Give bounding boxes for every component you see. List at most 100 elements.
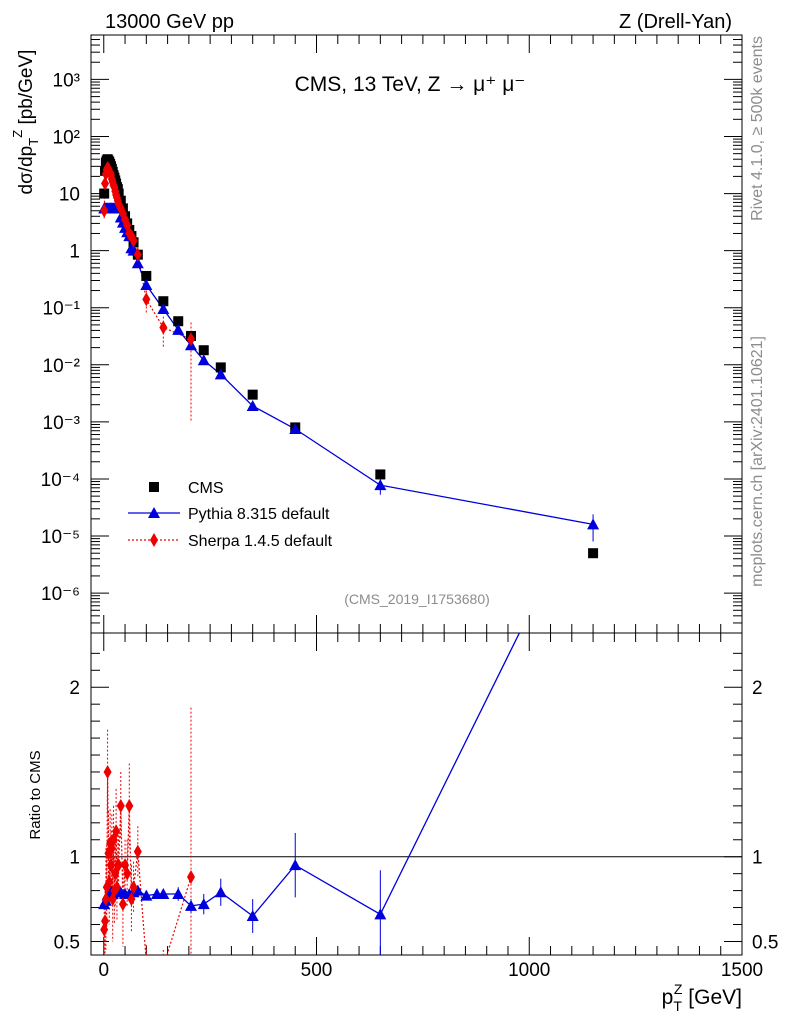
header-left: 13000 GeV pp [105, 11, 234, 33]
ratio-sherpa-point [123, 866, 132, 881]
pythia-point [197, 354, 210, 366]
ratio-sherpa-point [114, 858, 123, 873]
main-y-tick-label: 10³ [53, 70, 80, 91]
main-y-axis-label: dσ/dpTZ [pb/GeV] [10, 50, 41, 195]
pythia-point [172, 323, 185, 335]
sherpa-point [159, 320, 168, 335]
ratio-sherpa-point [159, 960, 167, 974]
x-tick-label: 1000 [508, 960, 550, 981]
legend-cms-marker [149, 482, 159, 492]
pythia-point [214, 368, 227, 380]
sherpa-point [142, 292, 151, 307]
sherpa-point [101, 176, 110, 191]
sherpa-point [100, 203, 109, 218]
ratio-sherpa-point [106, 858, 115, 873]
ratio-pythia-point [184, 899, 197, 911]
cms-point [141, 270, 152, 281]
pythia-point [289, 423, 302, 435]
sherpa-point [186, 332, 195, 347]
ratio-pythia-point [246, 910, 259, 922]
ratio-pythia-point [289, 859, 302, 871]
legend-label: CMS [188, 480, 224, 497]
legend: CMS Pythia 8.315 default Sherpa 1.4.5 defa… [128, 480, 333, 550]
ratio-pythia-point [587, 478, 599, 489]
mcplots-note: mcplots.cern.ch [arXiv:2401.10621] [749, 336, 766, 587]
legend-pythia-marker [148, 507, 160, 518]
ratio-y-tick-label-left: 0.5 [54, 932, 80, 953]
main-y-tick-label: 1 [69, 242, 80, 263]
cms-point [247, 389, 258, 400]
ratio-sherpa-point [103, 764, 112, 779]
ratio-sherpa-point [127, 892, 136, 907]
ratio-y-tick-label-right: 0.5 [752, 932, 778, 953]
ratio-y-axis-label: Ratio to CMS [27, 750, 44, 839]
ratio-y-tick-label-right: 1 [752, 848, 763, 869]
main-y-tick-label: 10⁻⁶ [41, 584, 80, 605]
x-axis-label: pTZ [GeV] [662, 981, 742, 1014]
main-y-tick-label: 10⁻⁴ [41, 470, 80, 491]
ratio-pythia-point [140, 889, 153, 901]
ratio-sherpa-point [146, 954, 147, 955]
ratio-y-tick-label-right: 2 [752, 678, 763, 699]
pythia-point [131, 257, 144, 269]
cms-point [588, 548, 599, 559]
ratio-series [91, 478, 742, 974]
main-ticks [91, 34, 743, 634]
cms-point [173, 316, 184, 327]
ratio-tick-labels: 0.5 0.5 1 1 2 2 0 500 1000 1500 [54, 678, 779, 981]
ratio-pythia-point [214, 886, 227, 898]
ratio-frame [90, 632, 743, 956]
main-y-tick-label: 10⁻⁵ [41, 527, 80, 548]
cms-point [198, 345, 209, 356]
ratio-sherpa-point [101, 914, 110, 929]
ratio-sherpa-point [112, 880, 121, 895]
pythia-point [140, 279, 153, 291]
cms-point [215, 362, 226, 373]
ratio-sherpa-point [118, 897, 127, 912]
ratio-pythia-point [157, 887, 170, 899]
sherpa-point [129, 233, 138, 248]
analysis-id: (CMS_2019_I1753680) [344, 591, 490, 607]
pythia-point [374, 479, 387, 491]
ratio-pythia-point [197, 898, 210, 910]
cms-point [158, 296, 169, 307]
ratio-sherpa-point [133, 844, 142, 859]
x-tick-label: 1500 [721, 960, 763, 981]
ratio-panel: 0.5 0.5 1 1 2 2 0 500 1000 1500 [54, 478, 779, 981]
rivet-note: Rivet 4.1.0, ≥ 500k events [749, 36, 766, 221]
sherpa-point [133, 247, 142, 262]
ratio-pythia-point [172, 887, 185, 899]
legend-label: Sherpa 1.4.5 default [188, 533, 333, 550]
main-series [98, 154, 600, 559]
ratio-pythia-point [131, 884, 144, 896]
pythia-point [246, 399, 259, 411]
ratio-y-tick-label-left: 1 [69, 848, 80, 869]
cms-point [375, 469, 386, 480]
main-panel: 10⁻⁶ 10⁻⁵ 10⁻⁴ 10⁻³ 10⁻² 10⁻¹ 1 10 10² 10³ CMS, 1… [41, 34, 743, 634]
sherpa-point [123, 218, 132, 233]
header-right: Z (Drell-Yan) [619, 11, 732, 33]
ratio-sherpa-point [129, 880, 138, 895]
ratio-sherpa-point [101, 892, 110, 907]
ratio-y-tick-label-left: 2 [69, 678, 80, 699]
main-y-tick-label: 10⁻¹ [43, 299, 81, 320]
cms-point [99, 188, 110, 199]
legend-sherpa-marker [150, 533, 158, 547]
pythia-point [157, 302, 170, 314]
main-y-tick-label: 10² [53, 127, 80, 148]
main-y-tick-labels: 10⁻⁶ 10⁻⁵ 10⁻⁴ 10⁻³ 10⁻² 10⁻¹ 1 10 10² 10³ [41, 70, 80, 605]
ratio-pythia-point [374, 908, 387, 920]
ratio-sherpa-point [112, 824, 121, 839]
ratio-sherpa-point [186, 870, 195, 885]
main-y-tick-label: 10⁻³ [43, 413, 81, 434]
x-tick-label: 0 [98, 960, 109, 981]
ratio-sherpa-point [125, 798, 134, 813]
ratio-sherpa-point [105, 875, 114, 890]
pythia-line [104, 207, 594, 526]
main-title: CMS, 13 TeV, Z → μ⁺ μ⁻ [295, 73, 526, 96]
x-tick-label: 500 [301, 960, 333, 981]
main-y-tick-label: 10 [59, 185, 80, 206]
main-y-tick-label: 10⁻² [43, 356, 81, 377]
pythia-point [587, 518, 600, 530]
